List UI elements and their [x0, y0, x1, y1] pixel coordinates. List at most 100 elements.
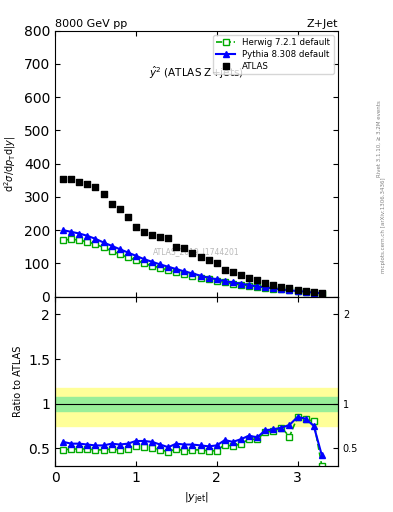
Pythia 8.308 default — [303, 289, 308, 295]
Herwig 7.2.1 default — [61, 237, 66, 243]
Pythia 8.308 default — [190, 270, 195, 276]
Text: ATLAS_2019_I1744201: ATLAS_2019_I1744201 — [153, 247, 240, 256]
ATLAS — [206, 256, 212, 264]
Herwig 7.2.1 default — [222, 280, 227, 286]
ATLAS — [286, 284, 293, 292]
Herwig 7.2.1 default — [287, 287, 292, 293]
X-axis label: $|y_\mathrm{jet}|$: $|y_\mathrm{jet}|$ — [184, 490, 209, 507]
Herwig 7.2.1 default — [93, 241, 98, 247]
ATLAS — [117, 204, 123, 212]
Herwig 7.2.1 default — [77, 237, 82, 243]
Pythia 8.308 default — [231, 280, 235, 286]
ATLAS — [197, 253, 204, 261]
ATLAS — [294, 286, 301, 294]
ATLAS — [310, 288, 317, 296]
ATLAS — [84, 180, 90, 188]
ATLAS — [149, 231, 155, 239]
Herwig 7.2.1 default — [150, 263, 154, 269]
Pythia 8.308 default — [150, 259, 154, 265]
ATLAS — [68, 175, 74, 183]
Pythia 8.308 default — [279, 286, 284, 292]
Herwig 7.2.1 default — [85, 239, 90, 245]
Pythia 8.308 default — [61, 227, 66, 233]
Herwig 7.2.1 default — [166, 267, 171, 273]
Herwig 7.2.1 default — [182, 271, 187, 277]
ATLAS — [278, 283, 285, 291]
Pythia 8.308 default — [93, 236, 98, 242]
Herwig 7.2.1 default — [174, 269, 179, 275]
Pythia 8.308 default — [287, 287, 292, 293]
ATLAS — [213, 260, 220, 268]
ATLAS — [254, 276, 260, 284]
Pythia 8.308 default — [206, 274, 211, 281]
Text: mcplots.cern.ch [arXiv:1306.3436]: mcplots.cern.ch [arXiv:1306.3436] — [381, 178, 386, 273]
Pythia 8.308 default — [320, 290, 324, 296]
Herwig 7.2.1 default — [239, 282, 243, 288]
Herwig 7.2.1 default — [303, 289, 308, 295]
ATLAS — [141, 228, 147, 236]
Pythia 8.308 default — [182, 268, 187, 274]
Pythia 8.308 default — [295, 288, 300, 294]
ATLAS — [181, 244, 187, 252]
Pythia 8.308 default — [134, 253, 138, 259]
Herwig 7.2.1 default — [231, 281, 235, 287]
Text: $\hat{y}^2$ (ATLAS Z+jets): $\hat{y}^2$ (ATLAS Z+jets) — [149, 65, 244, 81]
Herwig 7.2.1 default — [206, 276, 211, 283]
ATLAS — [92, 183, 99, 191]
ATLAS — [238, 271, 244, 279]
Herwig 7.2.1 default — [134, 257, 138, 263]
Herwig 7.2.1 default — [141, 261, 146, 267]
ATLAS — [100, 189, 107, 198]
ATLAS — [222, 266, 228, 274]
Line: Pythia 8.308 default: Pythia 8.308 default — [60, 227, 325, 297]
Pythia 8.308 default — [101, 240, 106, 246]
Text: 8000 GeV pp: 8000 GeV pp — [55, 18, 127, 29]
Herwig 7.2.1 default — [125, 254, 130, 261]
Pythia 8.308 default — [214, 276, 219, 283]
Pythia 8.308 default — [158, 261, 162, 267]
Pythia 8.308 default — [311, 290, 316, 296]
ATLAS — [76, 178, 83, 186]
Pythia 8.308 default — [239, 281, 243, 287]
Pythia 8.308 default — [166, 264, 171, 270]
ATLAS — [262, 279, 268, 287]
ATLAS — [270, 281, 276, 289]
Pythia 8.308 default — [198, 273, 203, 279]
Herwig 7.2.1 default — [247, 283, 252, 289]
Herwig 7.2.1 default — [320, 291, 324, 297]
ATLAS — [133, 223, 139, 231]
Pythia 8.308 default — [69, 229, 73, 235]
ATLAS — [157, 233, 163, 241]
ATLAS — [165, 234, 171, 243]
ATLAS — [60, 175, 66, 183]
ATLAS — [189, 249, 196, 258]
ATLAS — [303, 287, 309, 295]
Herwig 7.2.1 default — [198, 274, 203, 281]
Herwig 7.2.1 default — [263, 285, 268, 291]
ATLAS — [230, 268, 236, 276]
ATLAS — [246, 274, 252, 283]
Herwig 7.2.1 default — [255, 284, 259, 290]
ATLAS — [319, 289, 325, 297]
Herwig 7.2.1 default — [279, 286, 284, 292]
Pythia 8.308 default — [263, 284, 268, 290]
Text: Rivet 3.1.10, ≥ 3.2M events: Rivet 3.1.10, ≥ 3.2M events — [377, 100, 382, 177]
Herwig 7.2.1 default — [311, 290, 316, 296]
Herwig 7.2.1 default — [271, 286, 275, 292]
Pythia 8.308 default — [109, 243, 114, 249]
Herwig 7.2.1 default — [295, 288, 300, 294]
Herwig 7.2.1 default — [109, 248, 114, 254]
Pythia 8.308 default — [118, 246, 122, 252]
Pythia 8.308 default — [255, 283, 259, 289]
ATLAS — [125, 213, 131, 221]
ATLAS — [108, 200, 115, 208]
Herwig 7.2.1 default — [158, 265, 162, 271]
Herwig 7.2.1 default — [69, 236, 73, 242]
Herwig 7.2.1 default — [190, 273, 195, 279]
Pythia 8.308 default — [271, 285, 275, 291]
Text: Z+Jet: Z+Jet — [307, 18, 338, 29]
Pythia 8.308 default — [247, 282, 252, 288]
Line: Herwig 7.2.1 default: Herwig 7.2.1 default — [60, 236, 325, 297]
Herwig 7.2.1 default — [101, 244, 106, 250]
Herwig 7.2.1 default — [118, 251, 122, 257]
